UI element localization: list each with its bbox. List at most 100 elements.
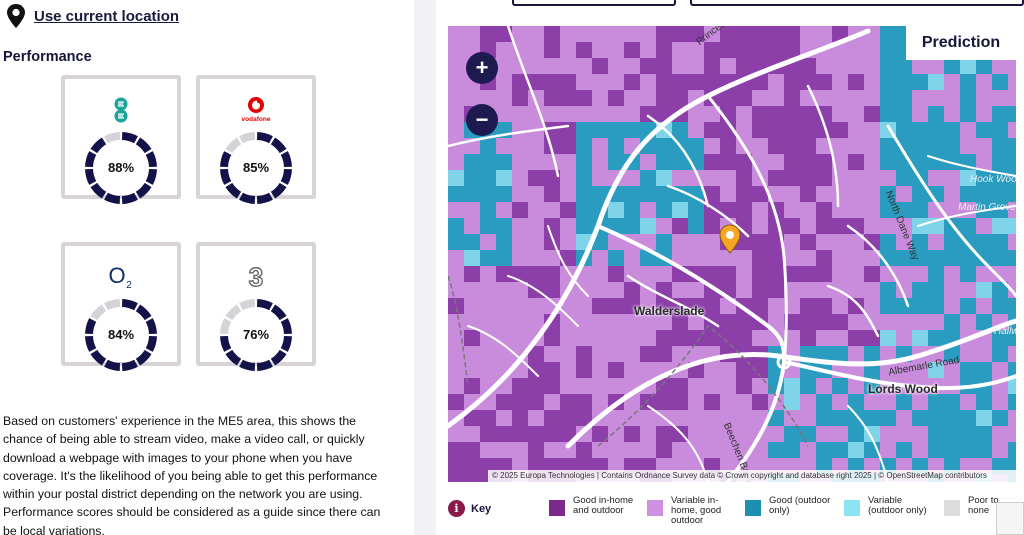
- ring-segment: [121, 192, 138, 204]
- key-item-variable: Variable in-home, good outdoor: [647, 496, 735, 526]
- map-marker-icon[interactable]: [718, 224, 742, 254]
- place-label-lords-wood: Lords Wood: [868, 382, 938, 396]
- ring-segment: [270, 137, 287, 154]
- ring-segment: [239, 299, 256, 311]
- ring-segment: [121, 359, 138, 371]
- ring-segment: [239, 132, 256, 144]
- road-label: Hook Wood: [970, 174, 1016, 185]
- key-swatch: [647, 500, 663, 516]
- ring-segment: [145, 168, 157, 185]
- ring-segment: [145, 151, 157, 168]
- ring-segment: [90, 349, 107, 366]
- key-label: Variable (outdoor only): [868, 495, 927, 516]
- ring-segment: [239, 359, 256, 371]
- performance-title: Performance: [3, 49, 92, 65]
- ring-segment: [135, 304, 152, 321]
- ring-segment: [85, 151, 97, 168]
- use-current-location-link[interactable]: Use current location: [34, 7, 180, 25]
- ring-segment: [225, 137, 242, 154]
- tab-button-right[interactable]: [690, 0, 1024, 6]
- coverage-map[interactable]: + − Prediction Walderslade Lords Wood Pr…: [448, 26, 1016, 482]
- ring-segment: [104, 192, 121, 204]
- svg-text:vodafone: vodafone: [242, 116, 271, 123]
- key-label: Good in-home and outdoor: [573, 495, 634, 516]
- performance-value: 76%: [242, 327, 270, 342]
- ring-segment: [104, 359, 121, 371]
- ring-segment: [256, 132, 273, 144]
- zoom-out-button[interactable]: −: [466, 104, 498, 136]
- ring-segment: [135, 182, 152, 199]
- performance-ring: [85, 299, 157, 371]
- ring-segment: [280, 168, 292, 185]
- map-key: i Key Good in-home and outdoor Variable …: [448, 496, 1024, 535]
- key-label: Good (outdoor only): [769, 495, 831, 516]
- use-location-row[interactable]: Use current location: [6, 3, 179, 29]
- place-label-walderslade: Walderslade: [634, 304, 705, 318]
- ring-segment: [280, 151, 292, 168]
- ring-segment: [145, 318, 157, 335]
- network-card-ee[interactable]: 88%: [61, 75, 181, 204]
- ring-segment: [256, 192, 273, 204]
- performance-value: 85%: [242, 160, 270, 175]
- info-icon: i: [448, 500, 465, 517]
- ring-segment: [121, 132, 138, 144]
- road-label: Martin Grove: [958, 202, 1016, 213]
- network-card-o2[interactable]: O 2 84%: [61, 242, 181, 371]
- ring-segment: [225, 304, 242, 321]
- ring-segment: [280, 318, 292, 335]
- performance-value: 84%: [107, 327, 135, 342]
- key-item-good: Good in-home and outdoor: [549, 496, 637, 516]
- svg-text:O: O: [108, 263, 125, 288]
- performance-ring: [220, 299, 292, 371]
- ring-segment: [239, 192, 256, 204]
- tab-button-left[interactable]: [512, 0, 676, 6]
- network-card-three[interactable]: 3 76%: [196, 242, 316, 371]
- ring-segment: [135, 349, 152, 366]
- ring-segment: [85, 168, 97, 185]
- road-network: [448, 26, 1016, 482]
- key-swatch: [549, 500, 565, 516]
- map-attribution: © 2025 Europa Technologies | Contains Or…: [488, 470, 1016, 482]
- prediction-label: Prediction: [906, 26, 1016, 60]
- ring-segment: [145, 335, 157, 352]
- ring-segment: [256, 299, 273, 311]
- ring-segment: [90, 182, 107, 199]
- ring-segment: [270, 349, 287, 366]
- ring-segment: [135, 137, 152, 154]
- key-label: Variable in-home, good outdoor: [671, 495, 722, 526]
- ring-segment: [280, 335, 292, 352]
- key-item-outdoor: Good (outdoor only): [745, 496, 833, 516]
- ee-logo-icon: [65, 95, 177, 125]
- ring-segment: [104, 132, 121, 144]
- ring-segment: [220, 318, 232, 335]
- performance-panel: Use current location Performance 88%: [0, 0, 414, 535]
- location-pin-icon: [7, 4, 25, 28]
- key-toggle[interactable]: i Key: [448, 500, 491, 517]
- ring-segment: [104, 299, 121, 311]
- road-label: Hallw: [994, 326, 1016, 337]
- ring-segment: [85, 318, 97, 335]
- o2-logo-icon: O 2: [65, 262, 177, 292]
- ring-segment: [270, 304, 287, 321]
- ring-segment: [220, 168, 232, 185]
- key-item-poor: Poor to none: [944, 496, 1008, 516]
- ring-segment: [225, 182, 242, 199]
- svg-text:2: 2: [126, 280, 132, 291]
- zoom-in-button[interactable]: +: [466, 52, 498, 84]
- key-label: Poor to none: [968, 495, 999, 516]
- svg-text:3: 3: [249, 263, 263, 291]
- three-logo-icon: 3: [200, 262, 312, 292]
- ring-segment: [256, 359, 273, 371]
- network-card-vodafone[interactable]: vodafone 85%: [196, 75, 316, 204]
- ring-segment: [225, 349, 242, 366]
- performance-description: Based on customers' experience in the ME…: [3, 414, 381, 535]
- key-swatch: [745, 500, 761, 516]
- key-title: Key: [471, 502, 492, 515]
- ring-segment: [90, 304, 107, 321]
- ring-segment: [121, 299, 138, 311]
- panel-divider: [414, 0, 436, 535]
- ring-segment: [220, 335, 232, 352]
- recaptcha-badge[interactable]: [996, 502, 1024, 535]
- key-item-outdoor-variable: Variable (outdoor only): [844, 496, 932, 516]
